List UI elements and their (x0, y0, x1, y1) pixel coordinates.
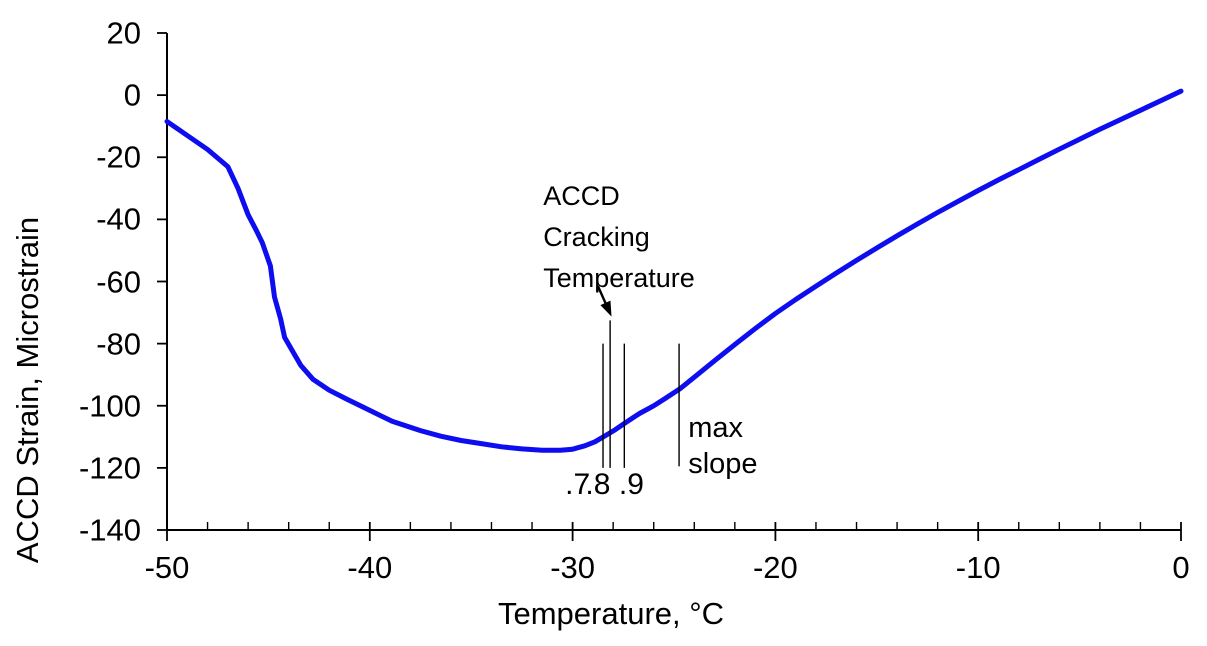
x-tick-label--40: -40 (347, 550, 393, 585)
y-tick-label-0: 0 (123, 77, 141, 113)
cracking-annotation-line-2: Cracking (543, 221, 650, 252)
x-axis-title: Temperature, °C (497, 596, 725, 631)
x-tick-label--20: -20 (752, 550, 798, 585)
x-tick-label--30: -30 (550, 550, 595, 585)
slope-fraction-label-0.8: .8 (585, 467, 611, 501)
x-tick-label--10: -10 (955, 550, 1001, 585)
cracking-annotation-line-3: Temperature (543, 262, 695, 293)
cracking-annotation-line-1: ACCD (543, 180, 620, 211)
y-tick-label--60: -60 (96, 264, 141, 299)
x-tick-label--50: -50 (144, 550, 190, 585)
y-tick-label-20: 20 (106, 15, 141, 51)
slope-fraction-label-0.7: .7 (565, 467, 591, 501)
y-tick-label--140: -140 (78, 512, 141, 548)
y-tick-label--120: -120 (78, 450, 141, 486)
annotation-arrow-head (600, 300, 612, 317)
y-tick-label--40: -40 (96, 201, 141, 237)
max-slope-annotation-line-1: max (688, 412, 743, 445)
y-axis-title: ACCD Strain, Microstrain (10, 216, 45, 563)
slope-fraction-label-0.9: .9 (618, 467, 644, 501)
max-slope-annotation: max slope (688, 410, 757, 482)
y-tick-label--100: -100 (78, 388, 141, 424)
x-tick-label-0: 0 (1172, 550, 1190, 585)
y-tick-label--80: -80 (96, 326, 141, 362)
y-tick-label--20: -20 (96, 139, 141, 175)
cracking-temperature-annotation: ACCD Cracking Temperature (543, 176, 695, 299)
max-slope-annotation-line-2: slope (688, 448, 758, 481)
